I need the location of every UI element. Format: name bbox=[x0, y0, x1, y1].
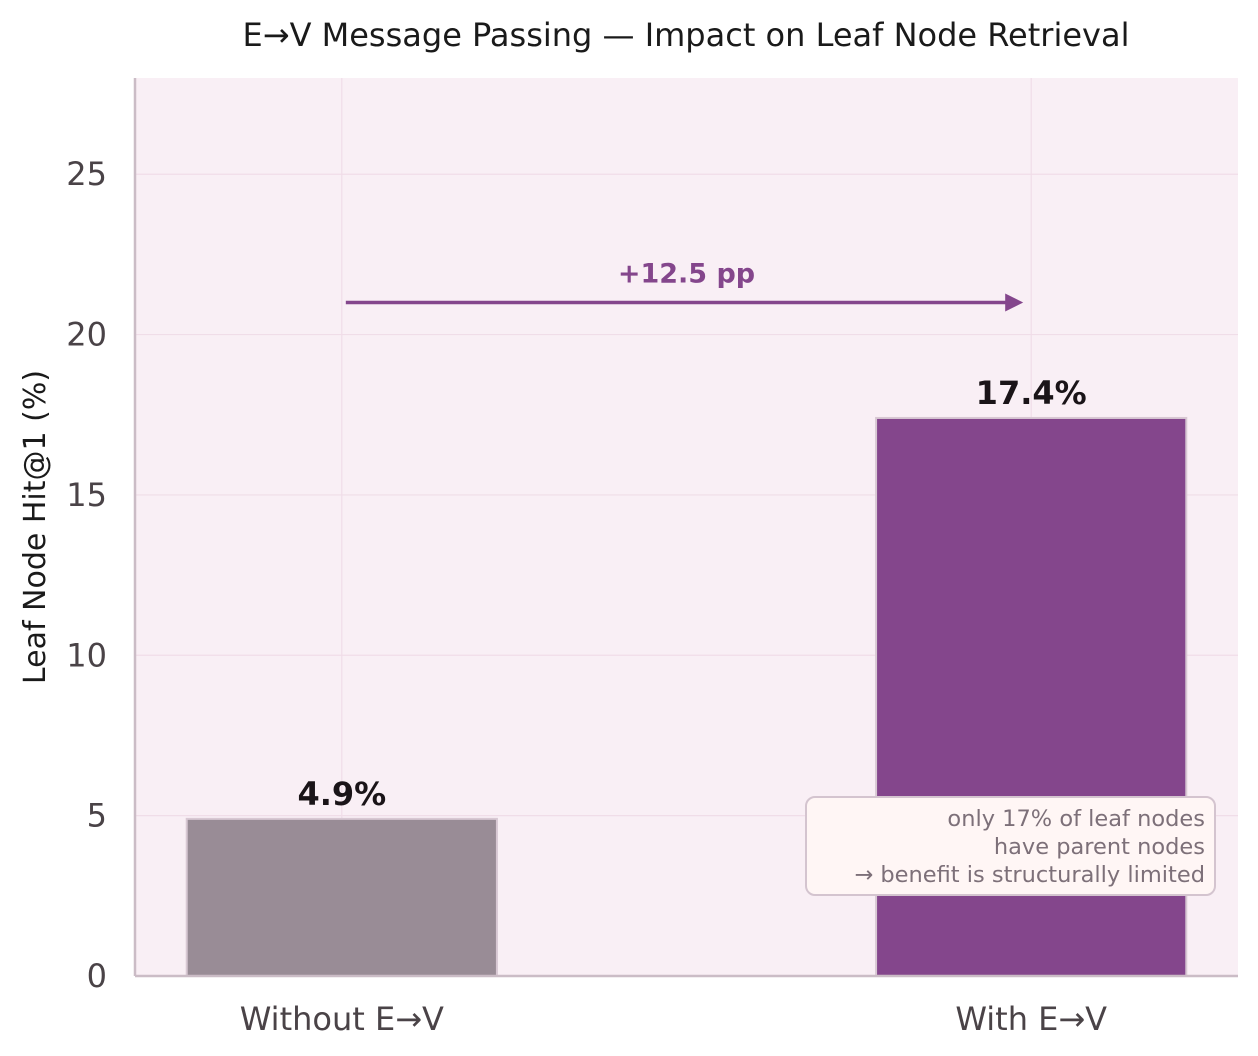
y-tick-label: 5 bbox=[87, 797, 107, 835]
note-line: → benefit is structurally limited bbox=[854, 862, 1205, 888]
annotation-arrowhead bbox=[1005, 293, 1024, 312]
annotation-label: +12.5 pp bbox=[618, 259, 755, 290]
note-line: have parent nodes bbox=[994, 834, 1205, 860]
y-tick-label: 20 bbox=[66, 316, 107, 354]
x-tick-label: With E→V bbox=[955, 1000, 1107, 1038]
note-line: only 17% of leaf nodes bbox=[947, 806, 1205, 832]
bar bbox=[185, 817, 498, 977]
y-axis-label: Leaf Node Hit@1 (%) bbox=[18, 370, 53, 684]
y-tick-label: 15 bbox=[66, 476, 107, 514]
chart-title: E→V Message Passing — Impact on Leaf Nod… bbox=[243, 16, 1130, 54]
data-label: 17.4% bbox=[976, 374, 1087, 412]
y-tick-label: 10 bbox=[66, 636, 107, 674]
x-tick-label: Without E→V bbox=[240, 1000, 444, 1038]
note-box bbox=[805, 796, 1216, 896]
y-tick-label: 0 bbox=[87, 957, 107, 995]
y-tick-label: 25 bbox=[66, 155, 107, 193]
data-label: 4.9% bbox=[297, 775, 386, 813]
